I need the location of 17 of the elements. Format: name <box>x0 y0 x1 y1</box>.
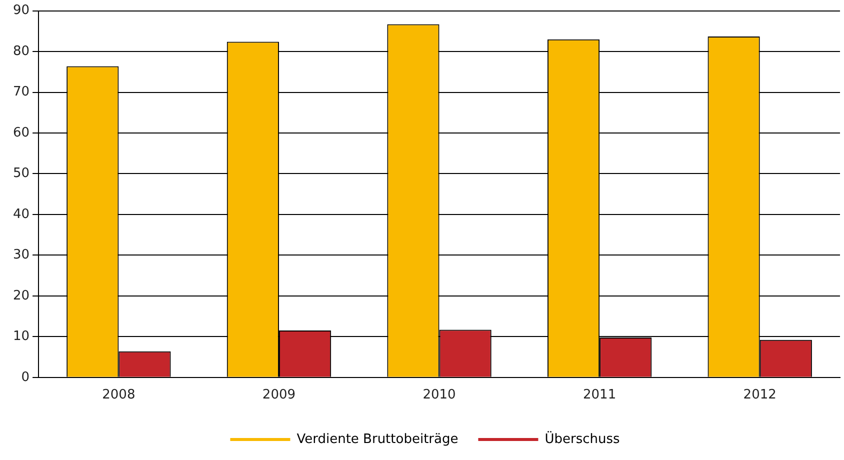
legend-label: Überschuss <box>544 430 620 447</box>
x-tick-label: 2011 <box>583 388 616 403</box>
x-tick-label: 2008 <box>102 388 136 403</box>
y-tick-label: 50 <box>12 166 30 182</box>
y-tick-label: 10 <box>12 329 30 344</box>
y-tick-label: 30 <box>12 248 30 263</box>
y-tick-label: 80 <box>12 44 30 59</box>
y-tick-label: 0 <box>21 370 30 385</box>
y-tick-label: 40 <box>12 206 30 222</box>
x-tick-label: 2012 <box>743 388 776 403</box>
y-tick-label: 60 <box>12 125 30 140</box>
y-tick-label: 20 <box>12 288 30 304</box>
legend-label: Verdiente Bruttobeiträge <box>296 432 458 447</box>
x-tick-label: 2009 <box>262 388 296 403</box>
y-tick-label: 90 <box>12 3 30 18</box>
x-tick-label: 2010 <box>422 388 456 403</box>
y-tick-label: 70 <box>12 84 30 100</box>
